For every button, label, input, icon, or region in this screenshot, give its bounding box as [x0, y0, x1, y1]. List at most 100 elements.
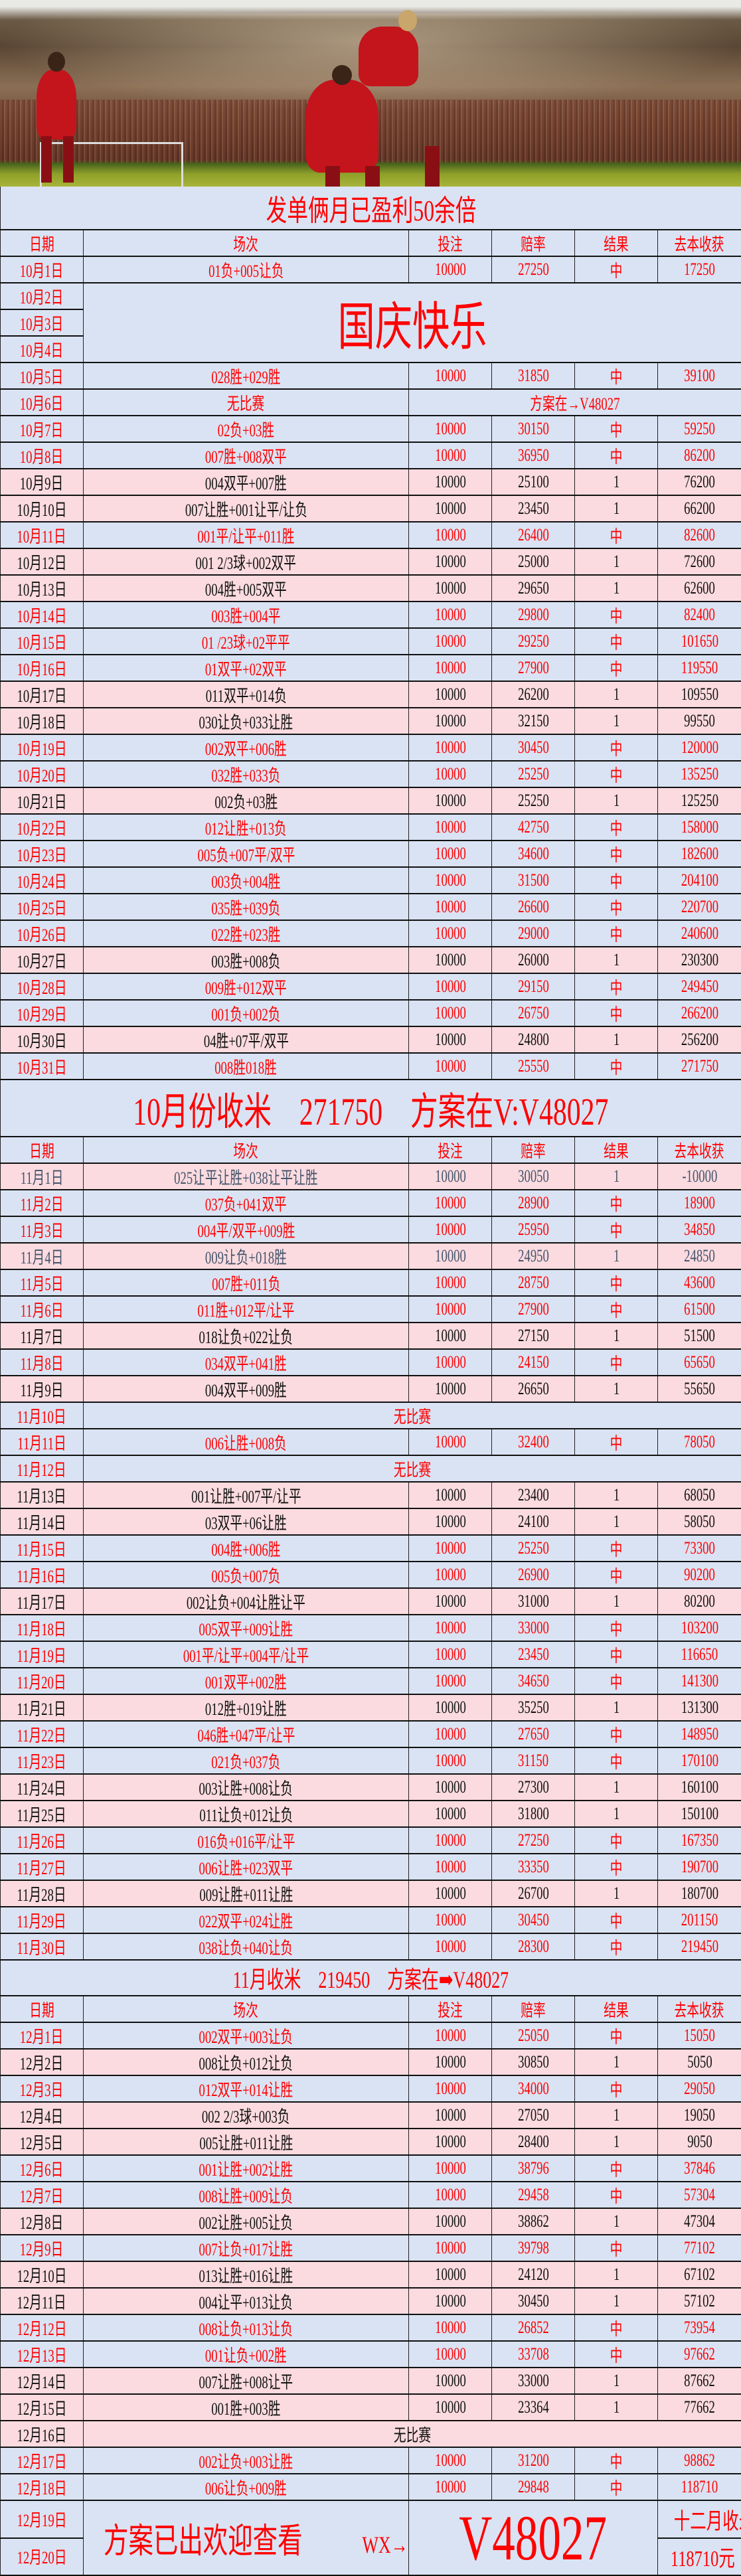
october-summary: 10月份收米 271750 方案在V:V48027 [1, 1080, 741, 1137]
odds-cell-text: 31800 [518, 1804, 549, 1824]
match-cell-text: 006让胜+008负 [205, 1430, 287, 1455]
odds-cell: 26900 [492, 1562, 575, 1588]
date-cell: 12月5日 [1, 2129, 84, 2155]
result-cell-text: 中 [610, 629, 623, 654]
result-cell-text: 1 [613, 2371, 619, 2391]
profit-cell: 141300 [658, 1668, 741, 1694]
profit-cell: 101650 [658, 628, 741, 655]
stake-cell: 10000 [409, 1641, 492, 1668]
profit-cell-text: 148950 [681, 1724, 718, 1744]
result-cell-text: 1 [613, 1777, 619, 1797]
profit-cell-text: 160100 [681, 1777, 718, 1797]
result-cell-text: 中 [610, 2316, 623, 2340]
odds-cell: 25100 [492, 469, 575, 495]
profit-cell: 82600 [658, 522, 741, 548]
date-cell: 11月15日 [1, 1535, 84, 1562]
odds-cell: 29800 [492, 602, 575, 628]
date-cell-text: 12月19日 [17, 2507, 67, 2532]
match-cell: 001让胜+007平/让平 [84, 1482, 409, 1508]
stake-cell-text: 10000 [435, 1512, 466, 1532]
date-cell-text: 11月13日 [17, 1483, 66, 1508]
no-match-cell: 无比赛 [84, 2421, 741, 2447]
date-cell: 11月20日 [1, 1668, 84, 1694]
no-match-cell-text: 无比赛 [394, 1404, 431, 1428]
stake-cell-text: 10000 [435, 1273, 466, 1293]
date-cell-text: 11月11日 [17, 1430, 66, 1455]
profit-cell-text: 150100 [681, 1804, 718, 1824]
profit-cell: 65650 [658, 1349, 741, 1376]
wechat-code-text: V48027 [459, 2501, 608, 2575]
result-cell: 中 [575, 1933, 658, 1960]
profit-cell-text: 67102 [684, 2265, 715, 2285]
odds-cell: 38796 [492, 2155, 575, 2182]
result-cell-text: 1 [613, 499, 619, 519]
stake-cell: 10000 [409, 256, 492, 283]
stake-cell-text: 10000 [435, 658, 466, 678]
table-row: 11月12日无比赛 [1, 1455, 741, 1482]
stake-cell: 10000 [409, 2235, 492, 2261]
match-cell-text: 028胜+029胜 [211, 364, 280, 388]
profit-cell-text: 43600 [684, 1273, 715, 1293]
banner-title: 发单俩月已盈利50余倍 [1, 187, 741, 230]
no-match-cell-text: 无比赛 [394, 2422, 431, 2447]
date-cell: 11月3日 [1, 1216, 84, 1243]
match-cell: 005负+007负 [84, 1562, 409, 1588]
wechat-code: V48027 [409, 2500, 658, 2575]
profit-cell: 103200 [658, 1615, 741, 1641]
profit-cell-text: 9050 [687, 2132, 712, 2152]
profit-cell: 98862 [658, 2447, 741, 2474]
date-cell: 12月11日 [1, 2288, 84, 2314]
odds-cell-text: 29650 [518, 578, 549, 598]
odds-cell: 24150 [492, 1349, 575, 1376]
profit-cell-text: 65650 [684, 1352, 715, 1372]
header-odds-text: 赔率 [521, 231, 545, 256]
stake-cell: 10000 [409, 495, 492, 522]
result-cell: 1 [575, 469, 658, 495]
stake-cell: 10000 [409, 1933, 492, 1960]
profit-cell: 125250 [658, 787, 741, 814]
date-cell: 11月14日 [1, 1508, 84, 1535]
profit-cell-text: 51500 [684, 1326, 715, 1346]
profit-cell-text: 47304 [684, 2212, 715, 2231]
result-cell-text: 1 [613, 2212, 619, 2231]
date-cell-text: 12月18日 [17, 2475, 67, 2500]
odds-cell-text: 28750 [518, 1273, 549, 1293]
profit-cell: 29050 [658, 2075, 741, 2102]
header-stake-text: 投注 [438, 231, 462, 256]
odds-cell: 33350 [492, 1854, 575, 1880]
profit-cell: 240600 [658, 920, 741, 947]
match-cell: 004胜+006胜 [84, 1535, 409, 1562]
odds-cell: 29650 [492, 575, 575, 602]
date-cell-text: 10月27日 [17, 948, 67, 973]
result-cell: 中 [575, 1296, 658, 1323]
result-cell: 中 [575, 1000, 658, 1026]
result-cell: 中 [575, 2474, 658, 2500]
profit-cell-text: 19050 [684, 2105, 715, 2125]
stake-cell-text: 10000 [435, 260, 466, 280]
date-cell-text: 10月31日 [17, 1054, 67, 1079]
stake-cell: 10000 [409, 761, 492, 787]
date-cell-text: 11月12日 [17, 1457, 66, 1481]
header-match-text: 场次 [234, 1138, 258, 1163]
match-cell-text: 003负+004胜 [211, 868, 280, 893]
stake-cell-text: 10000 [435, 1246, 466, 1266]
match-cell: 037负+041双平 [84, 1190, 409, 1216]
header-result-text: 结果 [604, 231, 628, 256]
date-cell-text: 10月13日 [17, 576, 67, 601]
result-cell-text: 中 [610, 523, 623, 548]
stake-cell-text: 10000 [435, 844, 466, 864]
profit-cell-text: 90200 [684, 1565, 715, 1585]
profit-cell-text: 57102 [684, 2291, 715, 2311]
stake-cell-text: 10000 [435, 950, 466, 970]
